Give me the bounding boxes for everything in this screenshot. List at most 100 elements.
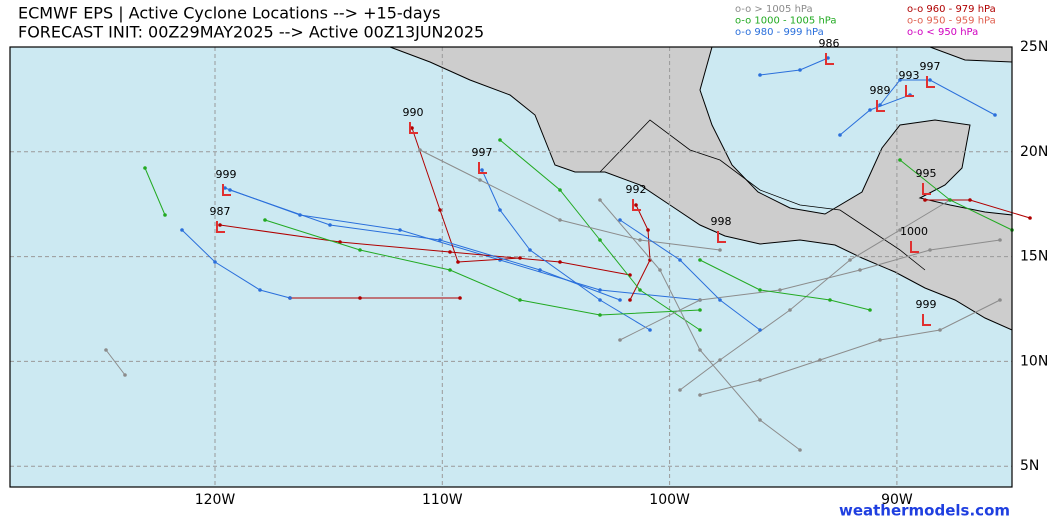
track-point — [698, 298, 702, 302]
track-point — [358, 296, 362, 300]
storm-pressure-label: 1000 — [900, 225, 928, 238]
track-point — [228, 188, 232, 192]
track-point — [448, 268, 452, 272]
storm-pressure-label: 998 — [711, 215, 732, 228]
track-point — [518, 298, 522, 302]
track-point — [598, 298, 602, 302]
track-point — [218, 223, 222, 227]
track-point — [288, 296, 292, 300]
legend-entry: o-o 980 - 999 hPa — [735, 27, 824, 38]
track-point — [1028, 216, 1032, 220]
track-point — [618, 218, 622, 222]
lat-tick-label: 5N — [1020, 458, 1039, 474]
track-point — [818, 358, 822, 362]
track-point — [518, 256, 522, 260]
track-point — [223, 186, 227, 190]
track-point — [104, 348, 108, 352]
track-point — [456, 260, 460, 264]
track-point — [798, 448, 802, 452]
track-point — [993, 113, 997, 117]
storm-pressure-label: 999 — [916, 298, 937, 311]
track-point — [878, 338, 882, 342]
track-point — [838, 133, 842, 137]
track-point — [410, 126, 414, 130]
track-point — [868, 308, 872, 312]
storm-symbol — [922, 183, 931, 195]
track-point — [638, 288, 642, 292]
track-point — [438, 208, 442, 212]
ocean — [10, 47, 1012, 487]
storm-symbol — [222, 184, 231, 196]
title: ECMWF EPS | Active Cyclone Locations -->… — [18, 4, 440, 23]
track-point — [628, 298, 632, 302]
cyclone-track — [699, 259, 871, 311]
track-point — [498, 138, 502, 142]
storm-symbol — [216, 221, 225, 233]
track-point — [418, 148, 422, 152]
subtitle: FORECAST INIT: 00Z29MAY2025 --> Active 0… — [18, 23, 484, 42]
track-point — [698, 348, 702, 352]
cyclone-track — [105, 349, 126, 376]
track-point — [758, 288, 762, 292]
track-point — [498, 208, 502, 212]
track-point — [758, 378, 762, 382]
track-point — [948, 198, 952, 202]
storm-symbol — [905, 85, 914, 97]
track-point — [598, 313, 602, 317]
legend-entry: o-o < 950 hPa — [907, 27, 978, 38]
cyclone-track — [181, 229, 291, 299]
storm-pressure-label: 999 — [216, 168, 237, 181]
track-point — [758, 418, 762, 422]
watermark: weathermodels.com — [839, 502, 1010, 520]
track-point — [998, 238, 1002, 242]
track-point — [538, 268, 542, 272]
track-point — [263, 218, 267, 222]
track-point — [123, 373, 127, 377]
track-point — [258, 288, 262, 292]
storm-symbol — [922, 314, 931, 326]
track-point — [718, 358, 722, 362]
storm-pressure-label: 997 — [472, 146, 493, 159]
track-point — [758, 328, 762, 332]
storm-pressure-label: 989 — [870, 84, 891, 97]
track-point — [898, 158, 902, 162]
track-point — [448, 250, 452, 254]
storm-symbol — [409, 122, 418, 134]
track-point — [646, 228, 650, 232]
track-point — [398, 228, 402, 232]
track-point — [638, 238, 642, 242]
lon-tick-label: 110W — [422, 492, 463, 508]
storm-pressure-label: 993 — [899, 69, 920, 82]
track-point — [458, 296, 462, 300]
track-point — [928, 248, 932, 252]
track-point — [558, 260, 562, 264]
track-point — [213, 260, 217, 264]
legend-entry: o-o 1000 - 1005 hPa — [735, 16, 836, 27]
track-point — [678, 388, 682, 392]
cyclone-track — [629, 204, 651, 301]
track-point — [778, 288, 782, 292]
track-point — [848, 258, 852, 262]
track-point — [618, 298, 622, 302]
track-point — [648, 328, 652, 332]
lon-tick-label: 100W — [649, 492, 690, 508]
lon-tick-label: 120W — [195, 492, 236, 508]
track-point — [358, 248, 362, 252]
track-point — [658, 268, 662, 272]
cyclone-track — [879, 79, 996, 116]
track-point — [828, 298, 832, 302]
land — [389, 46, 1013, 331]
track-point — [598, 198, 602, 202]
track-point — [163, 213, 167, 217]
track-point — [598, 238, 602, 242]
storm-pressure-label: 992 — [626, 183, 647, 196]
track-point — [923, 198, 927, 202]
track-point — [698, 258, 702, 262]
track-point — [528, 248, 532, 252]
track-point — [938, 328, 942, 332]
map-frame — [9, 46, 1013, 488]
track-point — [480, 168, 484, 172]
track-point — [698, 328, 702, 332]
